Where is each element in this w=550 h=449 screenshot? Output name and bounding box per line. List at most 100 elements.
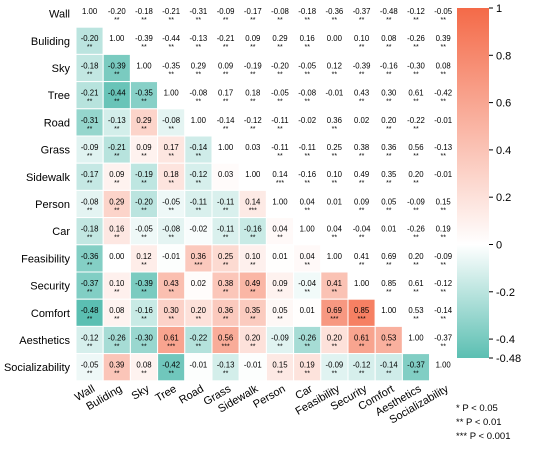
cell-significance: ** <box>359 153 365 160</box>
cell-value: 0.10 <box>354 34 370 43</box>
cell-value: -0.14 <box>217 116 235 125</box>
colorbar-tick-label: 0.2 <box>496 192 511 204</box>
cell-significance: ** <box>332 17 338 24</box>
heatmap-cell <box>347 189 376 219</box>
cell-value: 0.14 <box>272 170 288 179</box>
cell-value: -0.37 <box>81 279 99 288</box>
cell-significance: ** <box>250 99 256 106</box>
cell-significance: ** <box>168 316 174 323</box>
cell-value: 0.03 <box>218 170 233 179</box>
cell-value: 0.61 <box>164 333 179 342</box>
cell-significance: ** <box>196 153 202 160</box>
cell-value: 0.61 <box>408 89 423 98</box>
heatmap-cell <box>429 0 458 28</box>
heatmap-cell <box>184 217 213 246</box>
cell-significance: ** <box>168 71 174 78</box>
heatmap-cell <box>293 189 322 219</box>
cell-value: -0.11 <box>271 143 288 152</box>
cell-value: -0.26 <box>108 333 126 342</box>
cell-value: 1.00 <box>164 89 180 98</box>
cell-significance: ** <box>114 316 120 323</box>
cell-significance: ** <box>168 235 174 242</box>
cell-significance: ** <box>196 180 202 187</box>
cell-value: -0.01 <box>326 89 344 98</box>
cell-value: 0.04 <box>300 197 316 206</box>
cell-value: -0.08 <box>81 197 99 206</box>
cell-value: 0.20 <box>245 333 261 342</box>
cell-significance: *** <box>249 207 257 214</box>
cell-value: 1.00 <box>272 197 288 206</box>
heatmap-cell <box>320 353 349 382</box>
heatmap-cell <box>184 0 213 28</box>
cell-significance: ** <box>359 44 365 51</box>
cell-value: -0.01 <box>434 116 452 125</box>
cell-value: -0.05 <box>298 61 316 70</box>
cell-significance: ** <box>250 289 256 296</box>
heatmap-cell <box>211 26 240 55</box>
cell-significance: ** <box>440 343 446 350</box>
cell-significance: ** <box>386 153 392 160</box>
heatmap-cell <box>211 135 240 164</box>
heatmap-cell <box>320 162 349 191</box>
heatmap-cell <box>347 53 376 83</box>
cell-value: 0.35 <box>245 306 261 315</box>
heatmap-cell <box>374 26 403 55</box>
cell-significance: ** <box>304 371 310 378</box>
cell-value: -0.14 <box>380 361 398 370</box>
colorbar-tick-label: 1 <box>496 3 502 15</box>
cell-significance: ** <box>196 99 202 106</box>
cell-value: 0.01 <box>300 306 315 315</box>
cell-value: -0.31 <box>190 7 208 16</box>
cell-significance: ** <box>277 126 283 133</box>
cell-significance: ** <box>359 262 365 269</box>
cell-value: -0.13 <box>108 116 126 125</box>
heatmap-cell <box>265 189 295 219</box>
cell-value: -0.42 <box>162 361 180 370</box>
sig-legend-1: * P < 0.05 <box>456 403 498 414</box>
cell-value: 0.14 <box>245 197 261 206</box>
cell-value: 0.09 <box>354 197 369 206</box>
cell-significance: ** <box>386 44 392 51</box>
row-label: Socializability <box>4 362 71 374</box>
heatmap-cell <box>75 189 104 219</box>
cell-significance: ** <box>440 44 446 51</box>
row-label: Aesthetics <box>19 335 70 347</box>
cell-significance: ** <box>359 371 365 378</box>
cell-value: 0.53 <box>408 306 423 315</box>
cell-significance: ** <box>413 180 419 187</box>
cell-value: -0.20 <box>135 197 153 206</box>
heatmap-cell <box>238 81 267 110</box>
cell-significance: ** <box>196 71 202 78</box>
heatmap-cell <box>238 108 267 137</box>
cell-value: 0.56 <box>408 143 423 152</box>
heatmap-cell <box>102 217 131 246</box>
cell-value: 0.09 <box>136 143 151 152</box>
cell-value: -0.44 <box>108 89 126 98</box>
cell-significance: ** <box>386 343 392 350</box>
heatmap-cell <box>293 244 322 273</box>
heatmap-cell <box>293 162 322 191</box>
cell-significance: ** <box>87 207 93 214</box>
heatmap-cell <box>374 162 403 191</box>
cell-value: 0.08 <box>109 306 124 315</box>
cell-significance: ** <box>114 207 120 214</box>
cell-significance: ** <box>440 316 446 323</box>
cell-value: 0.12 <box>136 252 151 261</box>
heatmap-cell <box>320 0 349 28</box>
heatmap-cell <box>429 325 458 355</box>
heatmap-cell <box>238 353 267 382</box>
cell-significance: ** <box>114 343 120 350</box>
cell-value: 0.29 <box>109 197 124 206</box>
cell-value: -0.09 <box>271 333 289 342</box>
cell-significance: ** <box>332 343 338 350</box>
row-label: Grass <box>41 145 71 157</box>
heatmap-cell <box>293 271 322 300</box>
cell-value: 0.08 <box>381 34 396 43</box>
cell-value: 0.04 <box>327 225 343 234</box>
heatmap-cell <box>429 26 458 55</box>
column-label: Person <box>251 383 287 411</box>
cell-significance: ** <box>386 17 392 24</box>
cell-significance: ** <box>304 99 310 106</box>
cell-value: 0.30 <box>164 306 180 315</box>
